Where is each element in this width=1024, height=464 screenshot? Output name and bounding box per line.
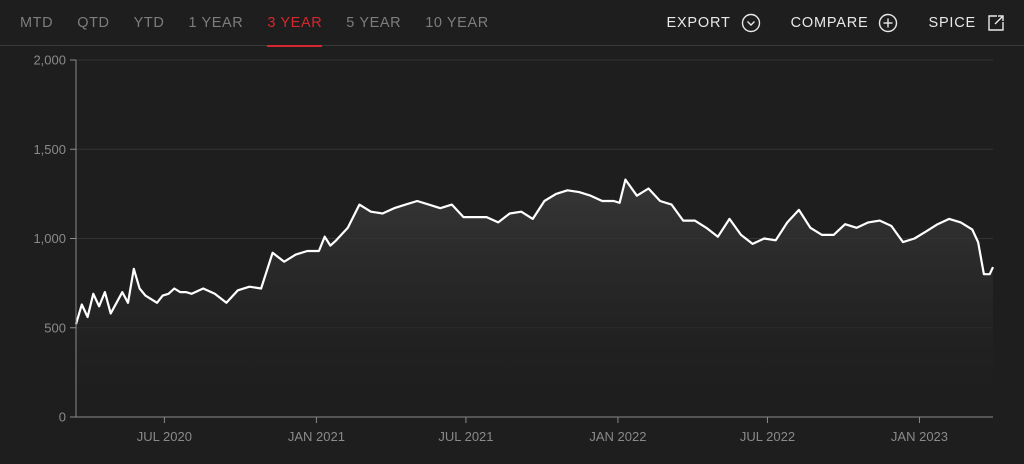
compare-label: COMPARE bbox=[790, 15, 869, 31]
x-tick-label: JAN 2022 bbox=[589, 429, 646, 444]
export-label: EXPORT bbox=[666, 15, 731, 31]
compare-button[interactable]: COMPARE bbox=[791, 13, 899, 33]
plus-circle-icon bbox=[879, 13, 898, 33]
chevron-down-circle-icon bbox=[741, 13, 760, 33]
y-axis-ticks: 0 500 1,000 1,500 2,000 bbox=[33, 53, 76, 425]
x-tick-label: JUL 2022 bbox=[740, 429, 795, 444]
spice-link[interactable]: SPICE bbox=[928, 13, 1006, 33]
tab-5-year[interactable]: 5 YEAR bbox=[346, 15, 402, 31]
chart-actions: EXPORT COMPARE SPICE bbox=[636, 0, 1006, 46]
x-tick-label: JUL 2021 bbox=[438, 429, 493, 444]
y-tick-label: 1,500 bbox=[33, 142, 66, 157]
toolbar: MTD QTD YTD 1 YEAR 3 YEAR 5 YEAR 10 YEAR… bbox=[0, 0, 1024, 47]
y-tick-label: 2,000 bbox=[33, 53, 66, 68]
tab-ytd[interactable]: YTD bbox=[133, 15, 165, 31]
tab-mtd[interactable]: MTD bbox=[20, 15, 54, 31]
y-tick-label: 500 bbox=[44, 320, 66, 335]
spice-label: SPICE bbox=[928, 15, 976, 31]
external-link-icon bbox=[988, 15, 1004, 31]
tab-10-year[interactable]: 10 YEAR bbox=[425, 15, 489, 31]
y-tick-label: 1,000 bbox=[33, 231, 66, 246]
x-axis-ticks: JUL 2020 JAN 2021 JUL 2021 JAN 2022 JUL 2022… bbox=[137, 417, 948, 444]
period-tabs: MTD QTD YTD 1 YEAR 3 YEAR 5 YEAR 10 YEAR bbox=[20, 0, 513, 47]
series-line bbox=[74, 178, 994, 325]
export-button[interactable]: EXPORT bbox=[666, 13, 760, 33]
tab-1-year[interactable]: 1 YEAR bbox=[188, 15, 244, 31]
tab-qtd[interactable]: QTD bbox=[77, 15, 110, 31]
x-tick-label: JAN 2023 bbox=[891, 429, 948, 444]
x-tick-label: JUL 2020 bbox=[137, 429, 192, 444]
x-tick-label: JAN 2021 bbox=[288, 429, 345, 444]
tab-3-year[interactable]: 3 YEAR bbox=[267, 0, 323, 47]
y-tick-label: 0 bbox=[59, 410, 66, 425]
